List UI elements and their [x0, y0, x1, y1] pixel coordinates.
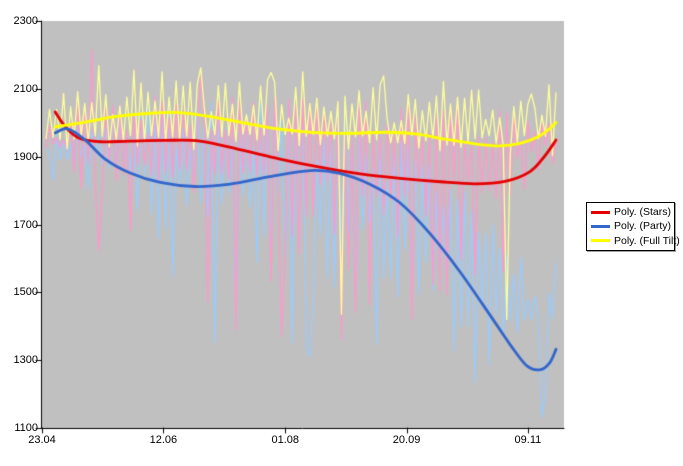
legend-label-party: Poly. (Party) — [614, 220, 671, 233]
y-tick-label: 1900 — [13, 150, 38, 163]
legend-item-party[interactable]: Poly. (Party) — [591, 220, 674, 232]
legend-line-fulltilt-icon — [591, 239, 610, 243]
y-tick-label: 2100 — [13, 82, 38, 95]
legend-label-fulltilt: Poly. (Full Tilt) — [614, 234, 680, 247]
legend-line-stars-icon — [591, 210, 610, 214]
x-tick-label: 01.08 — [271, 434, 299, 446]
y-tick-label: 1300 — [13, 354, 38, 367]
y-tick-label: 1100 — [14, 422, 38, 434]
x-tick-label: 12.06 — [149, 434, 178, 446]
x-tick-label: 20.09 — [392, 434, 421, 446]
x-tick-label: 09.11 — [514, 434, 542, 446]
y-tick-label: 1500 — [13, 286, 38, 299]
legend-line-party-icon — [591, 224, 610, 228]
legend-item-fulltilt[interactable]: Poly. (Full Tilt) — [591, 235, 680, 247]
legend[interactable]: Poly. (Stars) Poly. (Party) Poly. (Full … — [586, 202, 680, 251]
x-tick-label: 23.04 — [28, 434, 56, 446]
y-tick-label: 2300 — [13, 15, 38, 27]
y-tick-label: 1700 — [13, 218, 38, 231]
legend-label-stars: Poly. (Stars) — [614, 206, 671, 219]
legend-item-stars[interactable]: Poly. (Stars) — [591, 206, 674, 218]
